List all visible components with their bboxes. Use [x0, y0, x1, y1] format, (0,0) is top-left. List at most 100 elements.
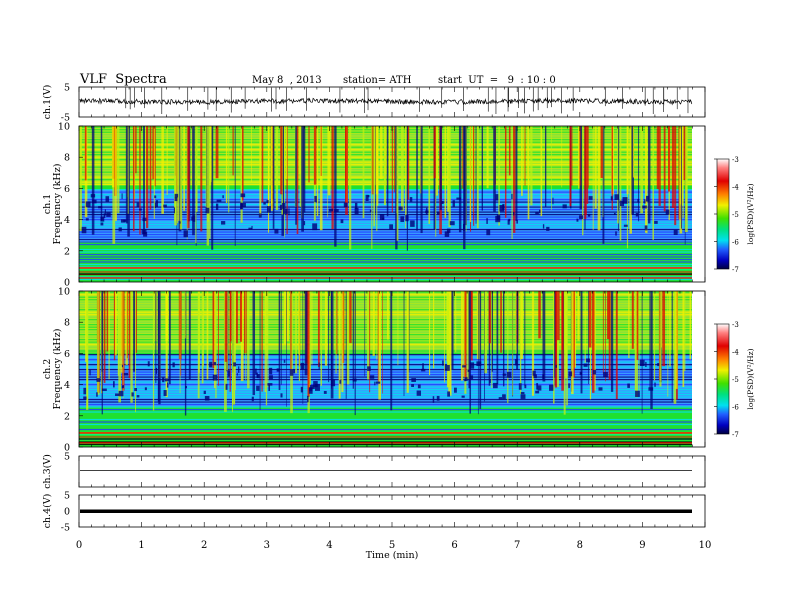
ch1-waveform-line [79, 97, 693, 106]
ch1-burst [436, 126, 439, 196]
ch2-burst [261, 291, 263, 392]
ch2-burst [455, 291, 457, 353]
ch1-patch [456, 197, 462, 200]
ch2-patch [147, 361, 150, 367]
ch2-patch [467, 369, 470, 372]
ch1-patch [409, 197, 413, 202]
ch1-patch [98, 206, 103, 209]
ch1-burst [313, 126, 317, 185]
ch2-patch [432, 396, 435, 403]
ch2-freq-line [79, 321, 692, 323]
ch1-patch [562, 204, 567, 209]
ch2-burst [298, 291, 300, 355]
ch1-burst [135, 126, 137, 174]
ch2-burst [290, 291, 292, 370]
ch1-burst [177, 126, 180, 221]
ch1-burst [428, 126, 431, 224]
ch1-burst [652, 126, 655, 240]
ch1-burst [475, 126, 477, 224]
ch2-burst [239, 291, 243, 342]
ch2-freq-line [79, 369, 692, 371]
ch1-patch [441, 201, 444, 204]
x-tick-label: 2 [201, 540, 207, 551]
ch1-burst [386, 126, 389, 217]
ch1-burst [523, 126, 525, 177]
ch1-burst [373, 126, 376, 227]
ch2-burst [212, 291, 216, 369]
ch1-burst [139, 126, 141, 235]
ch1-burst [435, 126, 437, 237]
ch1-freq-line [79, 243, 692, 246]
ch2-patch [657, 363, 660, 367]
ch2-patch [532, 370, 536, 376]
ch2-burst [348, 291, 352, 344]
ch2-spectrogram-panel [79, 291, 705, 447]
ch2-burst [684, 291, 686, 372]
ch1-patch [222, 195, 224, 199]
ch1-burst [143, 126, 145, 234]
ch1-patch [191, 216, 194, 221]
ch1-patch [205, 207, 210, 214]
ch1-colorbar [716, 158, 730, 270]
ch1-burst [631, 126, 634, 215]
ch1-burst [395, 126, 398, 250]
ch2-patch [464, 377, 468, 381]
ch2-freq-line [79, 364, 692, 366]
ch2-patch [300, 386, 303, 393]
ch2-burst [125, 291, 128, 365]
ch1-burst [210, 126, 212, 180]
ch2-patch [536, 383, 539, 390]
ch1-freq-line [79, 268, 692, 271]
ch1-patch [610, 196, 613, 201]
ch1-burst [464, 126, 467, 226]
ch2-burst [317, 291, 320, 367]
ch1-burst [679, 126, 682, 205]
ch2-patch [203, 390, 206, 395]
ch1-burst [270, 126, 274, 211]
ch1-patch [90, 194, 96, 198]
ch2-patch [598, 387, 603, 391]
ch1-patch [118, 227, 122, 232]
ch1-burst [232, 126, 234, 176]
ch1-burst [284, 126, 285, 238]
ch2-patch [300, 362, 305, 370]
ch2-burst [106, 291, 109, 352]
ch1-burst [629, 126, 632, 234]
ch1-burst [100, 126, 103, 221]
ch2-burst [592, 291, 595, 393]
ch2-patch [535, 390, 540, 394]
ch1-spec-y-axis-label: Frequency (kHz) [52, 164, 63, 245]
ch2-patch [411, 384, 414, 387]
ch1-patch [516, 219, 518, 224]
ch1-freq-line [79, 278, 692, 281]
chart-title: VLF Spectra [80, 72, 167, 87]
ch1-burst [420, 126, 423, 234]
ch2-burst [466, 291, 470, 380]
ch2-patch [256, 385, 260, 391]
ch1-burst [602, 126, 604, 218]
ch1-burst [215, 126, 219, 179]
ch2-burst [286, 291, 287, 407]
ch1-patch [303, 221, 306, 226]
ch2-freq-line [79, 344, 692, 346]
ch2-burst [563, 291, 566, 415]
ch2-patch [369, 375, 375, 379]
ch1-burst [469, 126, 472, 223]
ch2-burst [85, 291, 87, 362]
ch2-patch [268, 384, 270, 391]
ch2-freq-line [79, 366, 692, 368]
ch1-freq-line [79, 248, 692, 251]
ch1-burst [602, 126, 605, 244]
ch2-burst [354, 291, 356, 416]
ch1-burst [667, 126, 671, 192]
ch1-freq-line [79, 208, 692, 211]
ch2-burst [86, 291, 88, 409]
ch1-burst [183, 126, 186, 211]
ch2-patch [307, 395, 309, 403]
ch2-burst [406, 291, 409, 393]
ch1-patch [85, 218, 89, 221]
ch2-patch [227, 370, 230, 377]
ch2-burst [97, 291, 100, 395]
ch2-freq-line [79, 381, 692, 383]
ch1-burst [362, 126, 365, 219]
